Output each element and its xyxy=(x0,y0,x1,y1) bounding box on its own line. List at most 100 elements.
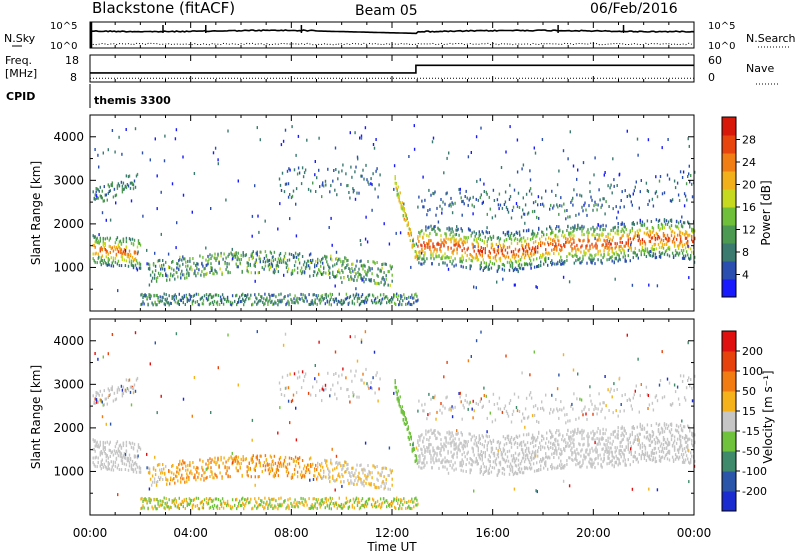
power-cell xyxy=(588,204,590,208)
power-cell xyxy=(549,207,551,211)
power-cell xyxy=(670,234,673,238)
velocity-cell xyxy=(321,476,323,480)
velocity-cell xyxy=(142,504,144,508)
power-cell xyxy=(524,245,527,249)
power-cell xyxy=(617,259,619,263)
power-cell xyxy=(566,258,568,262)
power-cell xyxy=(580,245,582,249)
power-cell xyxy=(107,256,109,260)
power-cell xyxy=(316,296,318,300)
power-cell xyxy=(450,204,452,208)
velocity-cell xyxy=(507,438,510,442)
velocity-cell xyxy=(338,496,340,500)
velocity-cell xyxy=(182,505,184,509)
velocity-cell xyxy=(372,498,375,502)
power-cell xyxy=(576,255,578,258)
velocity-cell xyxy=(406,421,408,425)
velocity-cell xyxy=(511,470,514,474)
power-cell xyxy=(679,241,682,245)
velocity-cell xyxy=(419,456,421,460)
velocity-cell xyxy=(135,470,138,474)
power-cell xyxy=(415,292,417,296)
power-cell xyxy=(584,201,586,205)
power-cell xyxy=(417,244,419,248)
power-cell xyxy=(683,221,686,225)
power-cell xyxy=(547,252,549,256)
power-cell xyxy=(159,258,161,262)
power-cell xyxy=(308,253,311,257)
velocity-cell xyxy=(398,498,400,502)
power-cell xyxy=(622,255,624,259)
velocity-cell xyxy=(160,503,162,507)
power-cell xyxy=(351,301,354,305)
power-cell xyxy=(374,261,376,265)
velocity-cell xyxy=(358,507,361,511)
velocity-cell xyxy=(186,476,188,480)
velocity-cell xyxy=(213,460,215,464)
velocity-cell xyxy=(509,467,512,471)
power-cell xyxy=(323,184,325,188)
velocity-cell xyxy=(522,452,525,456)
power-cell xyxy=(439,246,441,250)
noise-right-tick-low: 10^0 xyxy=(708,41,735,52)
power-cell xyxy=(496,249,499,253)
power-cell xyxy=(645,255,648,258)
velocity-cell xyxy=(516,446,519,449)
power-cell xyxy=(216,256,218,260)
velocity-cell xyxy=(178,507,180,510)
power-cell xyxy=(661,244,664,248)
power-cell xyxy=(690,247,692,251)
power-cell xyxy=(209,301,212,305)
power-cell xyxy=(352,269,354,273)
velocity-cell xyxy=(332,383,334,387)
colorbar-swatch xyxy=(722,153,736,172)
power-cell xyxy=(430,250,432,254)
power-cell xyxy=(660,252,663,256)
power-cell xyxy=(434,190,436,194)
velocity-cell xyxy=(396,496,398,500)
power-cell xyxy=(280,259,283,263)
velocity-cell xyxy=(369,471,371,475)
power-cell xyxy=(205,296,208,300)
power-cell xyxy=(110,247,112,251)
velocity-cell xyxy=(505,459,508,463)
y-tick-label: 2000 xyxy=(53,217,84,231)
velocity-cell xyxy=(97,456,99,460)
velocity-cell xyxy=(187,463,189,467)
power-cell xyxy=(497,236,500,240)
velocity-cell xyxy=(435,459,437,463)
velocity-cell xyxy=(226,502,229,506)
velocity-cell xyxy=(400,501,402,504)
velocity-cell xyxy=(527,446,530,450)
power-cell xyxy=(423,254,425,258)
velocity-cell xyxy=(179,502,181,506)
power-cell xyxy=(674,253,677,257)
power-cell xyxy=(416,299,418,303)
power-cell xyxy=(601,203,603,207)
power-cell xyxy=(327,294,329,298)
velocity-cell xyxy=(308,497,310,501)
velocity-cell xyxy=(349,498,352,502)
power-cell xyxy=(459,260,461,264)
velocity-cell xyxy=(385,481,387,485)
velocity-cell xyxy=(371,505,374,509)
power-cell xyxy=(586,244,588,248)
power-cell xyxy=(623,230,625,234)
power-cell xyxy=(304,296,306,300)
power-cell xyxy=(296,266,299,270)
power-cell xyxy=(534,240,537,244)
power-cell xyxy=(340,276,342,280)
power-cell xyxy=(658,236,661,240)
power-cell xyxy=(134,257,137,261)
power-cell xyxy=(277,227,279,231)
power-cell xyxy=(283,254,286,258)
power-cell xyxy=(173,268,175,272)
power-cell xyxy=(496,236,499,240)
power-cell xyxy=(113,245,116,249)
power-cell xyxy=(377,300,380,304)
power-cell xyxy=(616,184,618,187)
velocity-cell xyxy=(102,465,104,469)
velocity-cell xyxy=(403,421,405,425)
power-cell xyxy=(248,258,250,261)
power-cell xyxy=(170,272,172,276)
